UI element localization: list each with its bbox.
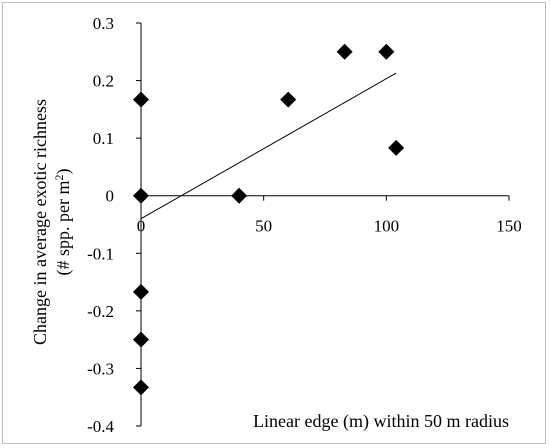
trendline: [140, 72, 397, 220]
y-tick-label: 0: [106, 187, 115, 206]
x-tick-label: 100: [374, 217, 400, 236]
y-tick-label: 0.2: [93, 72, 114, 91]
y-axis-title-line1: Change in average exotic richness: [30, 99, 50, 345]
data-point: [133, 91, 149, 108]
data-point: [133, 331, 149, 348]
svg-text:Change in average exotic richn: Change in average exotic richness: [30, 99, 50, 345]
data-point: [231, 187, 248, 204]
data-points: [133, 43, 405, 396]
data-point: [133, 379, 149, 396]
x-tick-label: 0: [137, 217, 146, 236]
chart-frame: [2, 2, 546, 444]
y-tick-label: -0.4: [87, 417, 114, 436]
data-point: [378, 43, 395, 60]
y-tick-label: -0.2: [87, 302, 114, 321]
trendline-group: [140, 72, 397, 220]
y-axis-title-superscript: 2: [52, 175, 66, 181]
y-axis-title: Change in average exotic richness (# spp…: [30, 99, 74, 345]
y-axis-title-line2-suffix: ): [53, 169, 74, 175]
y-axis-title-line2-prefix: (# spp. per m: [53, 181, 74, 276]
x-axis-title: Linear edge (m) within 50 m radius: [253, 411, 509, 432]
data-point: [336, 43, 353, 60]
data-point: [133, 187, 149, 204]
axes: [140, 23, 509, 426]
data-point: [388, 139, 405, 156]
x-tick-label: 150: [496, 217, 522, 236]
x-tick-label: 50: [255, 217, 272, 236]
data-point: [280, 91, 297, 108]
y-tick-label: 0.1: [93, 129, 114, 148]
y-ticks: 0.3 0.2 0.1 0 -0.1 -0.2 -0.3 -0.4: [87, 14, 141, 436]
svg-text:(# spp. per m2): (# spp. per m2): [52, 169, 74, 276]
data-point: [133, 283, 149, 300]
y-tick-label: -0.1: [87, 244, 114, 263]
x-ticks: 0 50 100 150: [137, 195, 522, 236]
y-tick-label: 0.3: [93, 14, 114, 33]
y-tick-label: -0.3: [87, 359, 114, 378]
